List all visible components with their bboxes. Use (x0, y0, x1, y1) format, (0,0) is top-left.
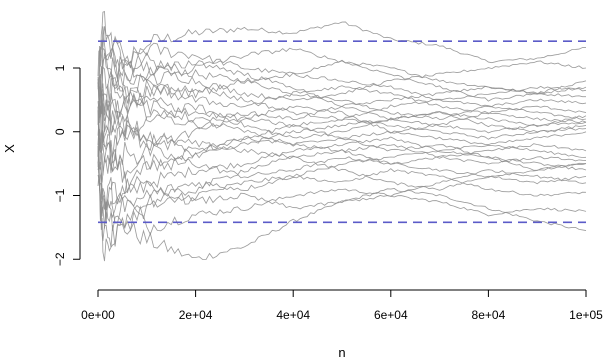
x-tick-label: 4e+04 (276, 308, 310, 322)
series-path (97, 86, 586, 151)
series-path (97, 107, 587, 232)
series-path (97, 105, 587, 176)
x-tick-label: 8e+04 (472, 308, 506, 322)
series-path (97, 145, 587, 262)
series-path (97, 26, 587, 124)
series-path (97, 105, 587, 194)
series-path (97, 74, 587, 158)
series-path (97, 169, 587, 225)
y-tick-label: 1 (53, 64, 67, 71)
series-path (97, 112, 587, 191)
y-axis-ticks: −2 −1 0 1 (53, 64, 80, 266)
x-tick-label: 2e+04 (179, 308, 213, 322)
series-path (97, 21, 587, 92)
y-tick-label: −1 (53, 188, 67, 202)
series-path (97, 165, 587, 211)
series-path (97, 55, 587, 157)
series-path (97, 47, 587, 121)
reference-lines (98, 40, 586, 224)
series-path (97, 163, 587, 236)
x-tick-label: 6e+04 (374, 308, 408, 322)
x-tick-label: 0e+00 (81, 308, 115, 322)
series-path (97, 72, 587, 153)
series-path (97, 83, 587, 141)
series-path (97, 85, 587, 164)
series-path (97, 141, 587, 185)
x-tick-label: 1e+05 (569, 308, 603, 322)
x-axis-ticks: 0e+00 2e+04 4e+04 6e+04 8e+04 1e+05 (81, 290, 603, 322)
y-tick-label: 0 (53, 128, 67, 135)
y-tick-label: −2 (53, 252, 67, 266)
series-path (97, 38, 587, 109)
y-axis-title: X (2, 144, 17, 153)
series-path (97, 136, 587, 229)
series-path (97, 78, 587, 172)
series-path (97, 10, 587, 101)
x-axis-title: n (338, 345, 345, 360)
series-path (97, 144, 587, 248)
series-path (97, 84, 587, 140)
series-lines (97, 10, 587, 262)
series-path (97, 81, 587, 139)
